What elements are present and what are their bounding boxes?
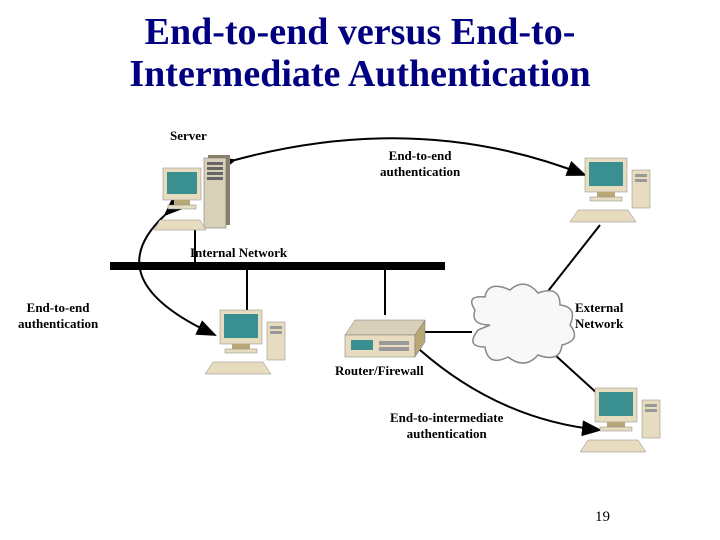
- workstation-top-right-icon: [570, 158, 650, 222]
- server-icon: [154, 155, 230, 230]
- internal-network-bar: [110, 262, 445, 270]
- server-label: Server: [170, 128, 207, 144]
- workstation-internal-icon: [205, 310, 285, 374]
- page-number: 19: [595, 509, 610, 526]
- internal-network-label: Internal Network: [190, 245, 287, 261]
- e2i-label: End-to-intermediate authentication: [390, 410, 503, 442]
- end-to-end-left-arrow: [139, 215, 215, 335]
- cloud-icon: [472, 284, 575, 363]
- title-line-1: End-to-end versus End-to-: [0, 12, 720, 54]
- workstation-bottom-right-icon: [580, 388, 660, 452]
- router-label: Router/Firewall: [335, 363, 424, 379]
- external-network-label: External Network: [575, 300, 623, 332]
- router-icon: [345, 320, 425, 357]
- network-diagram: Server Internal Network Router/Firewall …: [0, 120, 720, 520]
- slide-title: End-to-end versus End-to- Intermediate A…: [0, 0, 720, 96]
- e2e-top-label: End-to-end authentication: [380, 148, 460, 180]
- title-line-2: Intermediate Authentication: [0, 54, 720, 96]
- e2e-left-label: End-to-end authentication: [18, 300, 98, 332]
